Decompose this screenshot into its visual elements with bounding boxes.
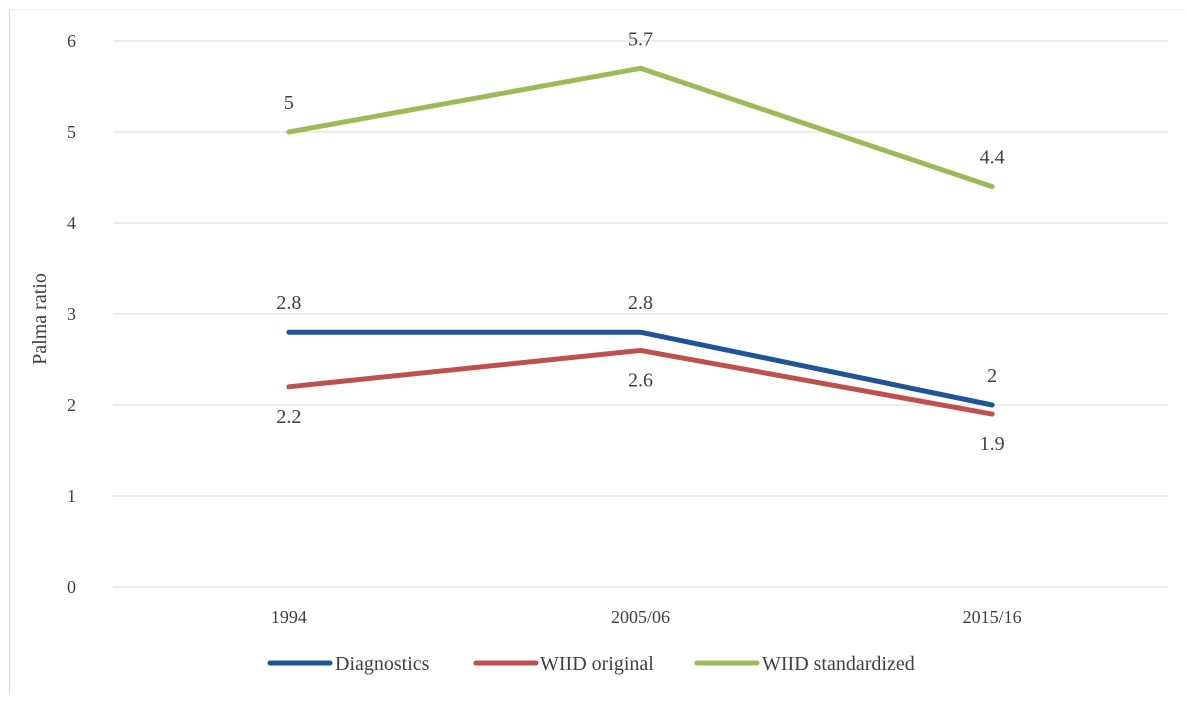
y-tick-label: 5 [67, 122, 76, 142]
x-axis-ticks: 1994 2005/06 2015/16 [271, 607, 1022, 627]
legend: Diagnostics WIID original WIID standardize… [267, 653, 915, 675]
series-line-diagnostics [286, 329, 995, 408]
data-labels: 2.8 2.8 2 2.2 2.6 1.9 5 5.7 4.4 [276, 28, 1004, 455]
x-tick-label: 1994 [271, 607, 307, 627]
data-label: 5.7 [628, 28, 653, 50]
y-axis-ticks: 0 1 2 3 4 5 6 [67, 31, 76, 597]
legend-label: WIID standardized [762, 653, 915, 675]
y-tick-label: 3 [67, 304, 76, 324]
data-label: 1.9 [980, 433, 1005, 455]
data-label: 5 [284, 92, 294, 114]
y-tick-label: 2 [67, 395, 76, 415]
legend-label: Diagnostics [335, 653, 430, 675]
x-tick-label: 2005/06 [611, 607, 670, 627]
y-axis-label: Palma ratio [29, 273, 51, 365]
chart-frame [9, 9, 1185, 695]
y-tick-label: 6 [67, 31, 76, 51]
y-tick-label: 4 [67, 213, 76, 233]
gridlines [113, 40, 1168, 588]
y-tick-label: 1 [67, 486, 76, 506]
series-line-wiid-standardized [286, 65, 995, 190]
data-label: 2 [987, 365, 997, 387]
data-label: 2.8 [628, 292, 653, 314]
data-label: 2.8 [276, 292, 301, 314]
y-tick-label: 0 [67, 577, 76, 597]
data-label: 4.4 [980, 147, 1005, 169]
data-label: 2.6 [628, 369, 653, 391]
series-line-wiid-original [286, 347, 995, 417]
series-lines [286, 65, 995, 417]
data-label: 2.2 [276, 406, 301, 428]
x-tick-label: 2015/16 [963, 607, 1022, 627]
legend-label: WIID original [540, 653, 654, 675]
